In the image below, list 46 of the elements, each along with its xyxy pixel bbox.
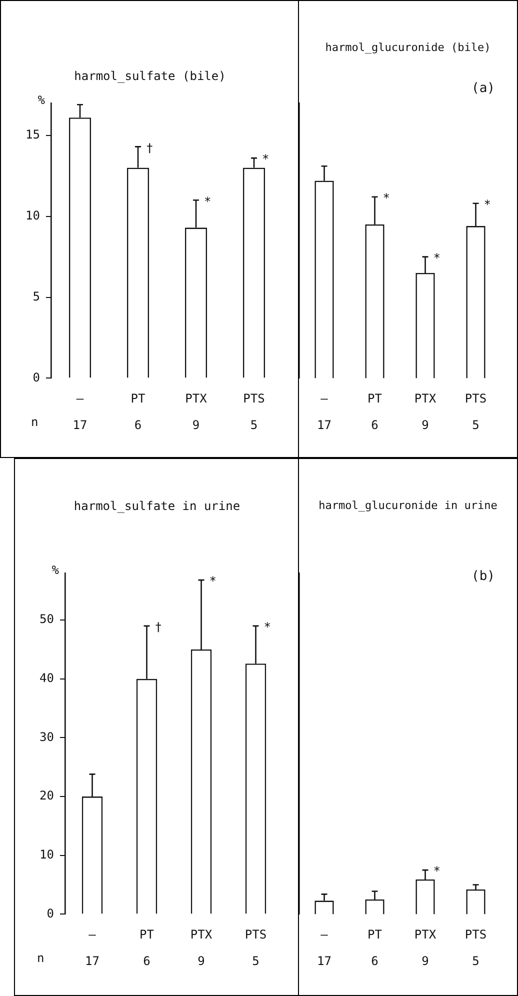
y-tick-label: 40	[40, 671, 54, 686]
annotation: †	[146, 140, 154, 155]
y-tick-label: 10	[40, 847, 54, 862]
x-tick-label: PTX 9	[414, 928, 437, 968]
y-tick-label: 0	[46, 906, 54, 920]
chart-title: harmol_sulfate (bile)	[73, 69, 227, 83]
y-tick-label: 15	[26, 128, 40, 142]
y-axis-title: %	[52, 563, 60, 578]
x-tick-label: PT 6	[140, 928, 154, 968]
annotation: *	[264, 620, 271, 634]
x-tick-label: – 17	[72, 392, 88, 432]
y-tick-label: 0	[32, 370, 40, 384]
x-tick-label: – 17	[317, 392, 332, 432]
annotation: (b)	[472, 569, 495, 584]
y-tick-label: 50	[40, 612, 54, 626]
x-tick-label: PT 6	[368, 928, 382, 968]
x-tick-label: PTX 9	[414, 392, 437, 432]
x-tick-label: PTS 5	[244, 928, 267, 968]
annotation: *	[209, 574, 216, 588]
y-tick-label: 30	[40, 730, 54, 744]
x-tick-label: PTS 5	[464, 928, 487, 968]
annotation: *	[204, 194, 212, 208]
x-tick-label: PTS 5	[464, 392, 487, 432]
y-tick-label: 10	[26, 208, 40, 222]
y-tick-label: 20	[40, 788, 54, 803]
x-tick-label: – 17	[317, 928, 332, 968]
annotation: *	[262, 152, 270, 166]
x-tick-label: PTX 9	[185, 392, 208, 432]
annotation: †	[154, 620, 162, 634]
chart-title: harmol_glucuronide (bile)	[324, 41, 492, 54]
x-tick-label: PTX 9	[190, 928, 213, 968]
y-axis-title: %	[38, 93, 46, 108]
x-tick-label: – 17	[85, 928, 100, 968]
text: (a)	[472, 81, 495, 96]
y-tick-label: 5	[32, 289, 40, 304]
x-tick-label: PT 6	[368, 392, 382, 432]
x-tick-label: PTS 5	[243, 392, 265, 432]
text: n	[31, 415, 38, 429]
annotation: *	[433, 250, 440, 265]
annotation: *	[484, 197, 491, 212]
text: n	[37, 951, 44, 965]
chart-title: harmol_glucuronide in urine	[318, 499, 498, 512]
x-tick-label: PT 6	[130, 392, 146, 432]
annotation: *	[433, 864, 440, 878]
chart-title: harmol_sulfate in urine	[72, 499, 242, 513]
annotation: *	[382, 191, 390, 206]
